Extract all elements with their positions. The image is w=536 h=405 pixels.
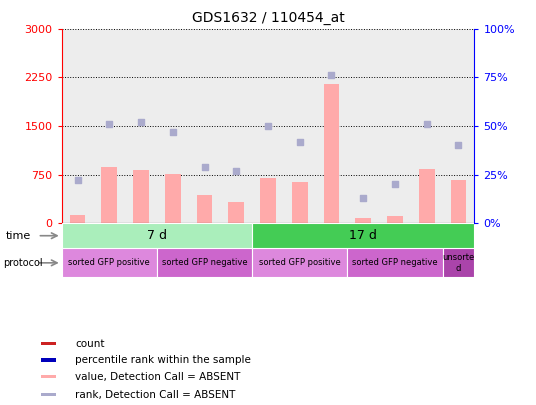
Bar — [347, 29, 379, 223]
Text: 17 d: 17 d — [349, 229, 377, 242]
Bar — [451, 180, 466, 223]
Point — [359, 195, 368, 201]
Bar — [197, 195, 212, 223]
Bar — [387, 216, 403, 223]
Bar — [419, 169, 435, 223]
Bar — [157, 248, 252, 277]
Bar — [443, 248, 474, 277]
Bar — [62, 248, 157, 277]
Bar — [292, 182, 308, 223]
Point — [232, 167, 241, 174]
Bar — [62, 29, 93, 223]
Bar — [228, 202, 244, 223]
Bar — [41, 358, 56, 362]
Text: sorted GFP negative: sorted GFP negative — [352, 258, 438, 267]
Bar — [284, 29, 316, 223]
Bar — [165, 174, 181, 223]
Point — [422, 121, 431, 127]
Point — [137, 119, 145, 125]
Point — [73, 177, 82, 183]
Bar — [62, 223, 252, 248]
Point — [200, 164, 209, 170]
Text: 7 d: 7 d — [147, 229, 167, 242]
Bar — [252, 223, 474, 248]
Text: count: count — [75, 339, 105, 349]
Text: value, Detection Call = ABSENT: value, Detection Call = ABSENT — [75, 371, 241, 382]
Title: GDS1632 / 110454_at: GDS1632 / 110454_at — [192, 11, 344, 25]
Point — [295, 138, 304, 145]
Bar — [41, 342, 56, 345]
Bar — [101, 167, 117, 223]
Bar — [41, 375, 56, 378]
Bar — [260, 178, 276, 223]
Point — [327, 72, 336, 79]
Bar — [189, 29, 220, 223]
Bar — [324, 84, 339, 223]
Point — [168, 128, 177, 135]
Text: sorted GFP negative: sorted GFP negative — [162, 258, 247, 267]
Bar — [379, 29, 411, 223]
Text: rank, Detection Call = ABSENT: rank, Detection Call = ABSENT — [75, 390, 235, 399]
Point — [454, 142, 463, 149]
Bar — [252, 248, 347, 277]
Text: sorted GFP positive: sorted GFP positive — [69, 258, 150, 267]
Text: unsorte
d: unsorte d — [442, 253, 474, 273]
Bar — [355, 218, 371, 223]
Point — [391, 181, 399, 188]
Bar — [411, 29, 443, 223]
Bar — [93, 29, 125, 223]
Text: sorted GFP positive: sorted GFP positive — [259, 258, 340, 267]
Bar — [133, 170, 149, 223]
Point — [264, 123, 272, 129]
Bar — [125, 29, 157, 223]
Bar — [443, 29, 474, 223]
Bar — [252, 29, 284, 223]
Bar — [316, 29, 347, 223]
Text: time: time — [5, 231, 31, 241]
Bar — [41, 393, 56, 396]
Text: protocol: protocol — [3, 258, 42, 268]
Bar — [347, 248, 443, 277]
Bar — [220, 29, 252, 223]
Bar — [70, 215, 85, 223]
Text: percentile rank within the sample: percentile rank within the sample — [75, 355, 251, 365]
Point — [105, 121, 114, 127]
Bar — [157, 29, 189, 223]
